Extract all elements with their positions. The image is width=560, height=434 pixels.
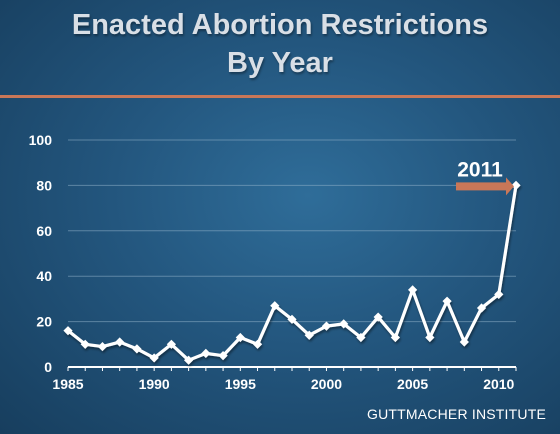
data-point-marker xyxy=(390,332,400,343)
data-point-marker xyxy=(287,314,297,324)
data-point-marker xyxy=(408,285,418,295)
y-tick-label: 60 xyxy=(36,223,52,239)
data-point-marker xyxy=(235,332,245,343)
annotation-arrow-shaft xyxy=(456,182,506,191)
data-point-marker xyxy=(304,330,314,340)
data-point-marker xyxy=(80,339,90,349)
data-point-marker xyxy=(97,341,108,352)
x-tick-label: 2010 xyxy=(483,376,514,392)
x-tick-label: 1985 xyxy=(52,376,83,392)
chart-title: Enacted Abortion Restrictions By Year xyxy=(0,6,560,82)
data-point-marker xyxy=(442,296,452,306)
data-point-marker xyxy=(339,319,349,329)
data-point-marker xyxy=(252,339,263,349)
data-point-marker xyxy=(63,326,73,336)
x-tick-label: 1990 xyxy=(139,376,170,392)
data-point-marker xyxy=(132,344,142,354)
x-tick-label: 1995 xyxy=(225,376,256,392)
data-point-marker xyxy=(184,355,194,365)
data-point-marker xyxy=(425,332,435,343)
annotation-arrow-head xyxy=(506,177,514,196)
data-point-marker xyxy=(511,180,521,190)
y-tick-label: 100 xyxy=(29,132,53,148)
axis-labels: 0 20 40 60 80 100 1985 1990 1995 2000 2005 2010 xyxy=(29,132,517,392)
series-line xyxy=(63,180,521,365)
y-tick-label: 20 xyxy=(36,314,52,330)
annotation-label: 2011 xyxy=(457,158,503,181)
x-tick-label: 2005 xyxy=(397,376,428,392)
y-tick-label: 0 xyxy=(44,359,52,375)
y-tick-label: 80 xyxy=(36,177,52,193)
title-line-2: By Year xyxy=(227,47,333,79)
annotation: 2011 xyxy=(456,158,514,196)
data-point-marker xyxy=(356,332,366,343)
title-line-1: Enacted Abortion Restrictions xyxy=(71,9,489,41)
data-point-marker xyxy=(476,303,487,313)
series-polyline xyxy=(67,185,518,362)
data-point-marker xyxy=(115,337,125,347)
data-point-marker xyxy=(494,289,504,299)
title-divider xyxy=(0,95,560,98)
data-point-marker xyxy=(373,312,383,322)
x-tick-label: 2000 xyxy=(311,376,342,392)
source-label: GUTTMACHER INSTITUTE xyxy=(367,406,546,422)
data-point-marker xyxy=(321,321,332,331)
data-point-marker xyxy=(218,351,228,361)
y-tick-label: 40 xyxy=(36,268,52,284)
data-point-marker xyxy=(270,301,280,311)
data-point-marker xyxy=(201,348,211,358)
data-point-marker xyxy=(149,353,159,363)
data-point-marker xyxy=(459,337,469,347)
grid-lines xyxy=(68,139,516,323)
data-point-marker xyxy=(166,339,176,349)
